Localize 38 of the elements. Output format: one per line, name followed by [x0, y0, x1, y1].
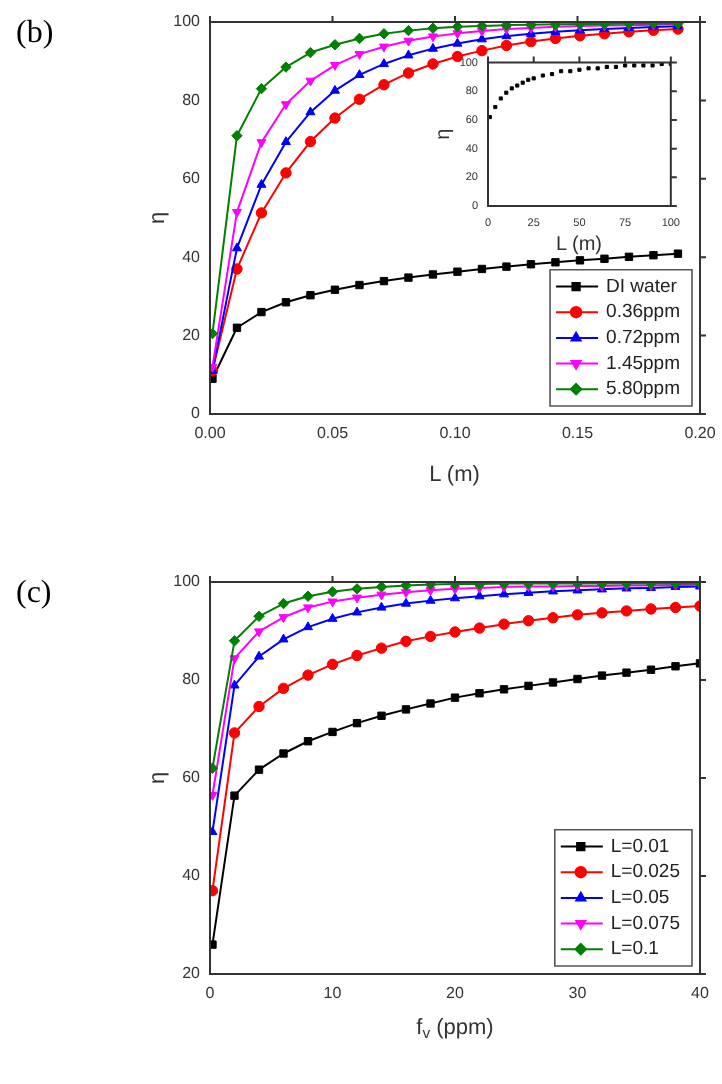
legend-label: L=0.05	[610, 887, 670, 910]
legend-label: L=0.075	[610, 912, 681, 935]
x-tick-label: 10	[323, 984, 343, 1003]
y-tick-label: 80	[182, 90, 202, 109]
chart-title: (b)	[16, 16, 54, 51]
x-tick-label: 0.00	[194, 424, 227, 443]
y-tick-label: 80	[182, 670, 202, 689]
x-tick-label: 0.20	[684, 424, 717, 443]
chart-title: (c)	[16, 576, 52, 611]
legend-label: 0.72ppm	[606, 327, 681, 350]
y-axis-title: η	[432, 128, 455, 140]
x-tick-label: 0.05	[316, 424, 350, 443]
y-tick-label: 60	[182, 169, 202, 188]
y-tick-label: 100	[173, 12, 202, 31]
y-tick-label: 100	[173, 572, 202, 591]
legend-label: 1.45ppm	[606, 352, 681, 375]
legend-label: DI water	[606, 275, 677, 298]
x-axis-title: L (m)	[556, 233, 603, 256]
legend-label: 5.80ppm	[606, 378, 681, 401]
x-axis-title: L (m)	[429, 462, 480, 487]
x-tick-label: 40	[691, 984, 710, 1003]
x-tick-label: 30	[568, 984, 588, 1003]
legend-label: L=0.025	[610, 861, 681, 884]
y-tick-label: 0	[191, 404, 202, 423]
y-tick-label: 40	[182, 866, 202, 885]
x-tick-label: 0	[205, 984, 216, 1003]
legend-label: L=0.01	[610, 835, 670, 858]
x-tick-label: 20	[446, 984, 465, 1003]
legend-label: L=0.1	[610, 938, 659, 961]
y-tick-label: 20	[182, 326, 202, 345]
y-tick-label: 60	[182, 768, 202, 787]
y-tick-label: 20	[182, 964, 202, 983]
x-tick-label: 0.10	[439, 424, 472, 443]
x-tick-label: 0.15	[561, 424, 595, 443]
y-tick-label: 40	[182, 247, 202, 266]
y-axis-title: η	[145, 211, 170, 225]
legend-label: 0.36ppm	[606, 301, 681, 324]
y-axis-title: η	[145, 771, 170, 785]
